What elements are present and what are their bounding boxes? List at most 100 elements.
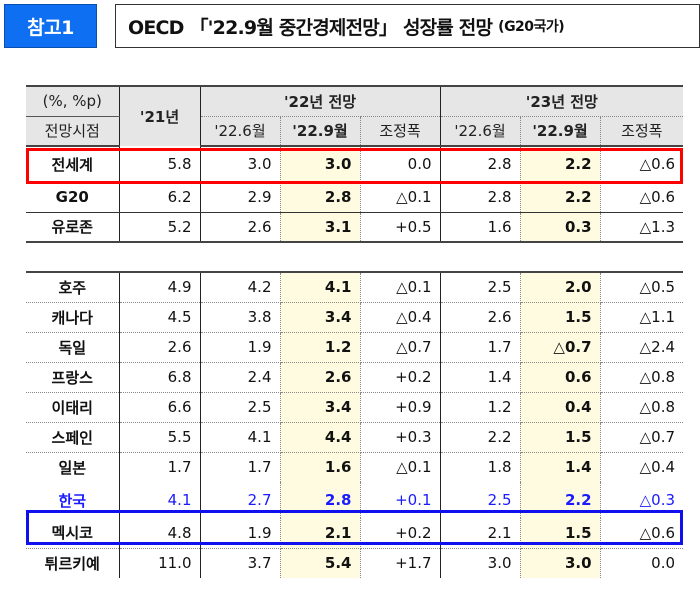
table-row-turkiye: 튀르키예 11.0 3.7 5.4 +1.7 3.0 3.0 0.0	[26, 548, 683, 578]
cell: △0.7	[360, 332, 441, 363]
cell: 1.2	[280, 332, 361, 363]
row-label: 일본	[26, 452, 120, 482]
cell: +0.1	[360, 482, 441, 518]
cell: 2.2	[440, 422, 521, 453]
col-22-jun: '22.6월	[200, 116, 281, 147]
cell: 2.8	[440, 146, 521, 183]
cell: 2.7	[200, 482, 281, 518]
cell: 2.6	[200, 212, 281, 243]
cell: △0.6	[600, 182, 684, 213]
cell: 4.2	[200, 272, 281, 303]
table-row-g20: G20 6.2 2.9 2.8 △0.1 2.8 2.2 △0.6	[26, 182, 684, 213]
cell: 1.4	[520, 452, 601, 482]
cell: 0.0	[360, 146, 441, 183]
cell: 6.2	[119, 182, 201, 213]
group-2022: '22년 전망	[200, 85, 441, 117]
cell: 4.1	[119, 482, 201, 518]
cell: 2.6	[280, 362, 361, 393]
unit-label: (%, %p)	[26, 85, 119, 117]
cell: △2.4	[600, 332, 684, 363]
cell: 1.2	[440, 392, 521, 423]
cell: 0.0	[651, 554, 676, 573]
cell: △0.6	[600, 146, 684, 183]
cell: △0.6	[600, 518, 684, 549]
row-label: 프랑스	[26, 362, 120, 393]
cell: 1.5	[520, 518, 601, 549]
cell: 1.7	[200, 452, 281, 482]
cell: 1.4	[440, 362, 521, 393]
row-header-label: 전망시점	[26, 116, 119, 147]
col-2021: '21년	[118, 85, 201, 146]
cell: 1.8	[440, 452, 521, 482]
cell: △1.1	[600, 302, 684, 333]
cell: 4.1	[200, 422, 281, 453]
cell: △0.4	[360, 302, 441, 333]
cell: 2.8	[280, 182, 361, 213]
cell: △1.3	[600, 212, 684, 243]
cell: 3.0	[200, 146, 281, 183]
cell: 2.9	[200, 182, 281, 213]
cell: 1.5	[520, 302, 601, 333]
col-22-sep: '22.9월	[280, 116, 361, 147]
cell: 5.8	[119, 146, 201, 183]
cell: △0.3	[639, 491, 676, 509]
cell: 3.0	[280, 146, 361, 183]
cell: 2.1	[440, 518, 521, 549]
cell: 2.5	[440, 272, 521, 303]
row-label: 한국	[26, 482, 120, 518]
cell: 11.0	[119, 548, 201, 578]
cell: 1.5	[520, 422, 601, 453]
table-row-canada: 캐나다 4.5 3.8 3.4 △0.4 2.6 1.5 △1.1	[26, 302, 684, 333]
cell: 0.6	[520, 362, 601, 393]
cell: 4.8	[119, 518, 201, 549]
growth-forecast-table: (%, %p) '21년 '22년 전망 '23년 전망 전망시점 '22.6월…	[26, 85, 684, 578]
col-23-adj: 조정폭	[600, 116, 684, 147]
cell: 1.6	[280, 452, 361, 482]
cell: △0.8	[600, 392, 684, 423]
cell: 6.8	[119, 362, 201, 393]
title-subtitle: (G20국가)	[498, 19, 565, 35]
table-row-mexico: 멕시코 4.8 1.9 2.1 +0.2 2.1 1.5 △0.6	[26, 518, 684, 549]
table-row-spain: 스페인 5.5 4.1 4.4 +0.3 2.2 1.5 △0.7	[26, 422, 684, 453]
row-label: 멕시코	[26, 518, 120, 549]
cell: 4.9	[119, 272, 201, 303]
row-label: 독일	[26, 332, 120, 363]
row-label: 호주	[26, 272, 120, 303]
cell: 2.2	[520, 182, 601, 213]
cell: 3.4	[280, 392, 361, 423]
cell: 2.6	[440, 302, 521, 333]
cell: 2.5	[200, 392, 281, 423]
cell: 3.8	[200, 302, 281, 333]
cell: 5.4	[280, 548, 361, 578]
cell: △0.8	[600, 362, 684, 393]
header-row-1: (%, %p) '21년 '22년 전망 '23년 전망	[26, 85, 684, 146]
cell: 1.7	[440, 332, 521, 363]
cell: 1.9	[200, 332, 281, 363]
cell: 1.7	[119, 452, 201, 482]
table-row-japan: 일본 1.7 1.7 1.6 △0.1 1.8 1.4 △0.4	[26, 452, 683, 482]
cell: 3.0	[520, 548, 601, 578]
cell: 2.1	[280, 518, 361, 549]
cell: +0.2	[360, 362, 441, 393]
cell: △0.1	[360, 272, 441, 303]
group-spacer	[26, 242, 684, 272]
cell: 5.5	[119, 422, 201, 453]
cell: △0.7	[520, 332, 601, 363]
page-title: OECD 「'22.9월 중간경제전망」 성장률 전망 (G20국가)	[115, 4, 700, 48]
row-label: 스페인	[26, 422, 120, 453]
cell: 5.2	[119, 212, 201, 243]
cell: △0.4	[639, 458, 676, 477]
col-23-sep: '22.9월	[520, 116, 601, 147]
header-row-2: 전망시점 '22.6월 '22.9월 조정폭 '22.6월 '22.9월 조정폭	[26, 116, 684, 147]
cell: △0.1	[360, 182, 441, 213]
group-2023: '23년 전망	[440, 85, 684, 117]
cell: 2.8	[440, 182, 521, 213]
table-row-italy: 이태리 6.6 2.5 3.4 +0.9 1.2 0.4 △0.8	[26, 392, 684, 423]
cell: 2.6	[119, 332, 201, 363]
cell: 2.4	[200, 362, 281, 393]
cell: +1.7	[360, 548, 441, 578]
table-row-france: 프랑스 6.8 2.4 2.6 +0.2 1.4 0.6 △0.8	[26, 362, 684, 393]
row-label: G20	[26, 182, 120, 213]
row-label: 전세계	[26, 146, 120, 183]
cell: 2.5	[440, 482, 521, 518]
